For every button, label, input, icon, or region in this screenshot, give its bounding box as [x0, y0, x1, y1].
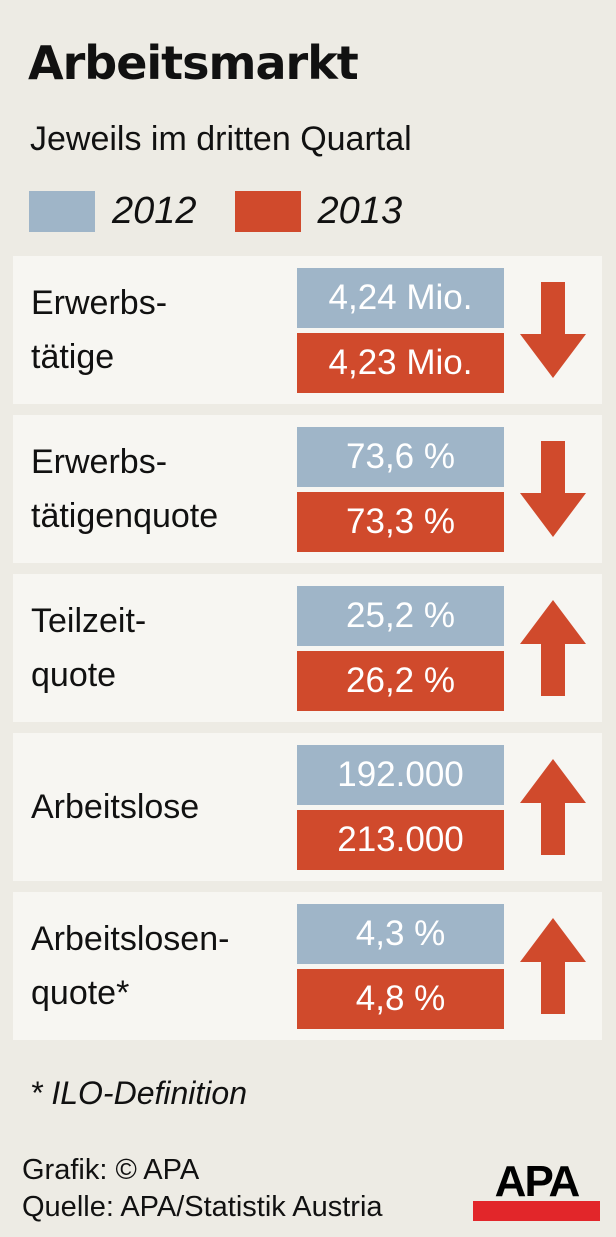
credit-graphic: Grafik: © APA	[22, 1154, 200, 1186]
apa-logo: APA	[473, 1157, 600, 1221]
arrow-up-icon	[520, 759, 586, 855]
row-label: Arbeitslose	[31, 788, 200, 826]
row-label: Teilzeit- quote	[31, 602, 147, 694]
row-panel: Arbeitslose 192.000 213.000	[13, 733, 602, 881]
legend-swatch-2012	[29, 191, 95, 232]
credits: Grafik: © APA Quelle: APA/Statistik Aust…	[22, 1152, 383, 1226]
row-panel: Erwerbs- tätigenquote 73,6 % 73,3 %	[13, 415, 602, 563]
row-label: Erwerbs- tätigenquote	[31, 443, 219, 535]
arrow-up-icon	[520, 918, 586, 1014]
value-2012: 4,24 Mio.	[297, 268, 504, 328]
row-panel: Erwerbs- tätige 4,24 Mio. 4,23 Mio.	[13, 256, 602, 404]
legend: 2012 2013	[29, 190, 440, 233]
value-2013: 73,3 %	[297, 492, 504, 552]
value-2013: 26,2 %	[297, 651, 504, 711]
footnote: * ILO-Definition	[30, 1075, 247, 1111]
legend-swatch-2013	[234, 191, 301, 232]
row-panel: Arbeitslosen- quote* 4,3 % 4,8 %	[13, 892, 602, 1040]
arrow-down-icon	[520, 441, 586, 537]
logo-text: APA	[494, 1157, 581, 1206]
value-2013: 213.000	[297, 810, 504, 870]
value-2013: 4,23 Mio.	[297, 333, 504, 393]
value-2012: 73,6 %	[297, 427, 504, 487]
row-label: Erwerbs- tätige	[31, 284, 168, 376]
value-2013: 4,8 %	[297, 969, 504, 1029]
value-2012: 192.000	[297, 745, 504, 805]
value-2012: 25,2 %	[297, 586, 504, 646]
credit-source: Quelle: APA/Statistik Austria	[22, 1191, 383, 1223]
logo-bar	[473, 1201, 600, 1221]
value-2012: 4,3 %	[297, 904, 504, 964]
legend-label-2013: 2013	[317, 190, 403, 232]
row-panel: Teilzeit- quote 25,2 % 26,2 %	[13, 574, 602, 722]
chart-subtitle: Jeweils im dritten Quartal	[30, 120, 412, 158]
arrow-down-icon	[520, 282, 586, 378]
legend-label-2012: 2012	[112, 190, 197, 232]
arrow-up-icon	[520, 600, 586, 696]
chart-title: Arbeitsmarkt	[28, 36, 359, 90]
row-label: Arbeitslosen- quote*	[31, 920, 230, 1012]
